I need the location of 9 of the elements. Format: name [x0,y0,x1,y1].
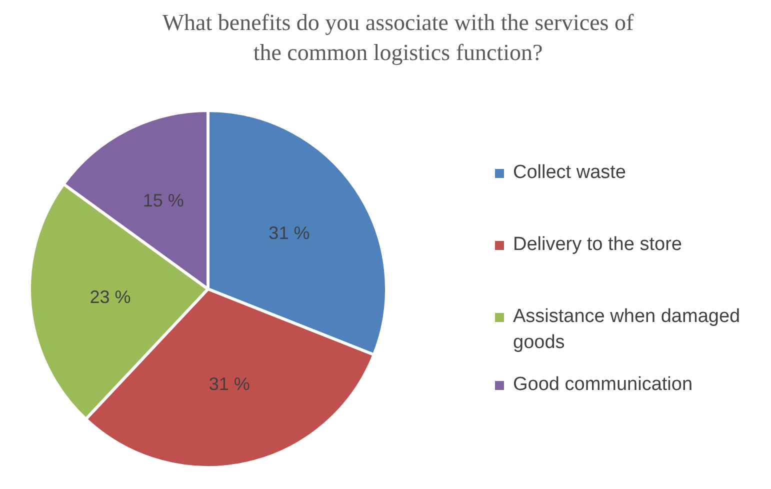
legend-label: Good communication [513,373,694,397]
data-label: 31 % [268,222,310,243]
data-label: 23 % [90,287,131,308]
data-label: 31 % [208,374,250,394]
data-label: 15 % [142,190,184,210]
legend-label: Delivery to the store [513,233,683,257]
chart-title: What benefits do you associate with the services of the common logistics function? [161,9,635,67]
legend-label: Collect waste [513,161,627,185]
legend-label: Assistance when damaged goods [513,305,742,355]
